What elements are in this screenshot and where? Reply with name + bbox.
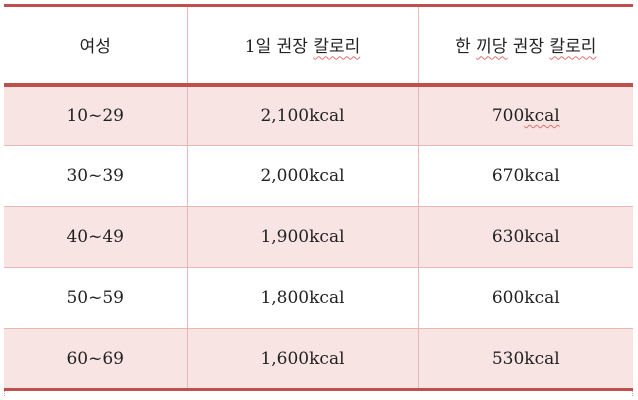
header-daily-calories: 1일 권장 칼로리: [186, 4, 419, 87]
daily-value: 2,100: [260, 105, 310, 126]
daily-cell: 2,100kcal: [186, 84, 419, 146]
daily-value: 1,600: [260, 348, 310, 369]
table-row: 30~39 2,000kcal 670kcal: [4, 145, 633, 207]
table-row: 60~69 1,600kcal 530kcal: [4, 328, 633, 391]
meal-cell: 530kcal: [417, 328, 633, 391]
daily-cell: 1,800kcal: [186, 267, 419, 329]
table-row: 50~59 1,800kcal 600kcal: [4, 267, 633, 329]
age-cell: 10~29: [4, 84, 188, 146]
meal-cell: 630kcal: [417, 206, 633, 268]
meal-unit: kcal: [524, 105, 560, 126]
calorie-table: 여성 1일 권장 칼로리 한 끼당 권장 칼로리 10~29 2,100kcal…: [4, 4, 633, 391]
daily-unit: kcal: [309, 105, 345, 126]
meal-cell: 670kcal: [417, 145, 633, 207]
header-meal-word2: 칼로리: [549, 37, 597, 58]
meal-value: 600: [491, 288, 525, 308]
meal-cell: 700kcal: [417, 84, 633, 146]
meal-value: 670: [491, 166, 525, 186]
meal-cell: 600kcal: [417, 267, 633, 329]
meal-unit: kcal: [524, 227, 560, 247]
table-body: 10~29 2,100kcal 700kcal 30~39 2,000kcal …: [4, 84, 633, 391]
daily-value: 2,000: [260, 166, 310, 186]
daily-cell: 2,000kcal: [186, 145, 419, 207]
meal-value: 630: [491, 227, 525, 247]
table-row: 10~29 2,100kcal 700kcal: [4, 84, 633, 146]
daily-unit: kcal: [309, 166, 345, 186]
header-row: 여성 1일 권장 칼로리 한 끼당 권장 칼로리: [4, 4, 633, 87]
meal-unit: kcal: [524, 348, 560, 369]
daily-unit: kcal: [309, 227, 345, 247]
meal-value: 700: [491, 105, 525, 126]
header-gender: 여성: [4, 4, 188, 87]
header-meal-word1: 끼당: [476, 37, 508, 58]
header-meal-mid: 권장: [507, 37, 550, 58]
header-daily-prefix: 1일 권장: [244, 37, 314, 58]
age-cell: 40~49: [4, 206, 188, 268]
table-header: 여성 1일 권장 칼로리 한 끼당 권장 칼로리: [4, 4, 633, 87]
daily-cell: 1,900kcal: [186, 206, 419, 268]
age-cell: 50~59: [4, 267, 188, 329]
header-gender-label: 여성: [79, 37, 111, 58]
header-meal-calories: 한 끼당 권장 칼로리: [417, 4, 633, 87]
table-row: 40~49 1,900kcal 630kcal: [4, 206, 633, 268]
age-cell: 60~69: [4, 328, 188, 391]
daily-unit: kcal: [309, 348, 345, 369]
header-daily-word: 칼로리: [313, 37, 361, 58]
daily-value: 1,800: [260, 288, 310, 308]
header-meal-prefix: 한: [455, 37, 477, 58]
age-cell: 30~39: [4, 145, 188, 207]
meal-unit: kcal: [524, 166, 560, 186]
daily-cell: 1,600kcal: [186, 328, 419, 391]
daily-unit: kcal: [309, 288, 345, 308]
meal-unit: kcal: [524, 288, 560, 308]
meal-value: 530: [491, 348, 525, 369]
daily-value: 1,900: [260, 227, 310, 247]
